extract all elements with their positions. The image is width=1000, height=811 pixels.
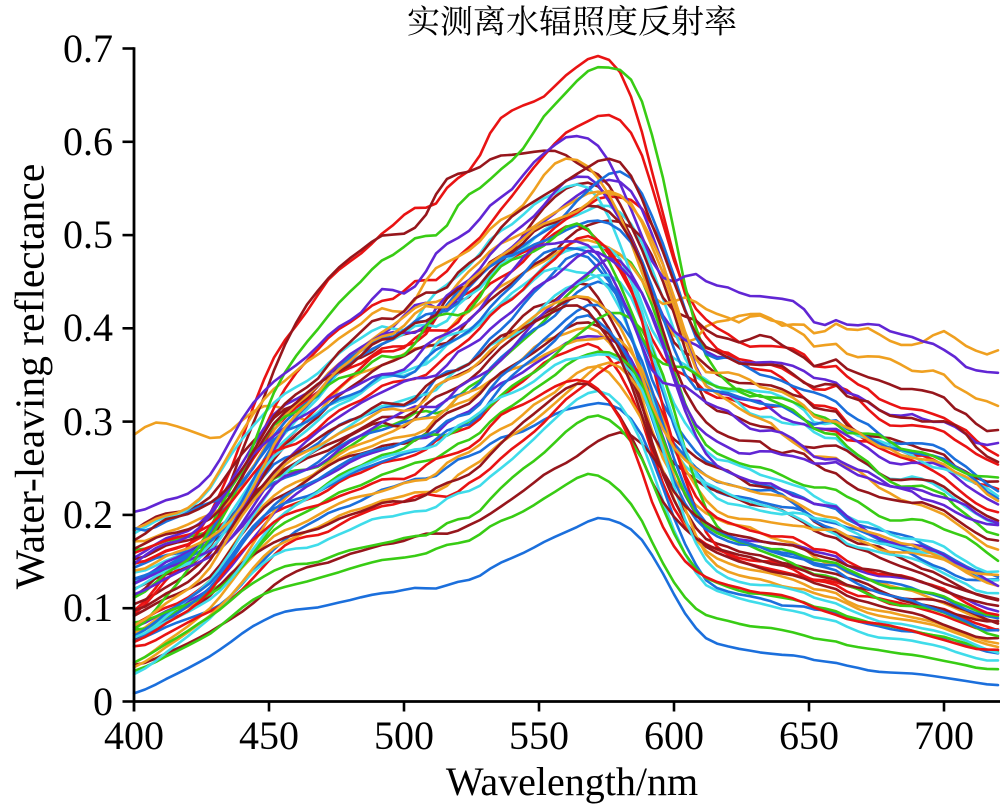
svg-text:700: 700 [914, 713, 974, 758]
svg-text:0.2: 0.2 [63, 492, 113, 537]
svg-text:Water-leaving reflectance: Water-leaving reflectance [7, 164, 53, 590]
svg-text:0.7: 0.7 [63, 26, 113, 71]
svg-text:0.5: 0.5 [63, 212, 113, 257]
svg-text:500: 500 [374, 713, 434, 758]
svg-text:450: 450 [239, 713, 299, 758]
svg-text:650: 650 [779, 713, 839, 758]
svg-text:550: 550 [509, 713, 569, 758]
svg-text:Wavelength/nm: Wavelength/nm [446, 759, 698, 804]
svg-text:0.1: 0.1 [63, 585, 113, 630]
svg-text:600: 600 [644, 713, 704, 758]
svg-text:0.6: 0.6 [63, 119, 113, 164]
svg-text:0: 0 [93, 679, 113, 724]
svg-text:0.4: 0.4 [63, 305, 113, 350]
svg-text:0.3: 0.3 [63, 399, 113, 444]
svg-text:400: 400 [104, 713, 164, 758]
